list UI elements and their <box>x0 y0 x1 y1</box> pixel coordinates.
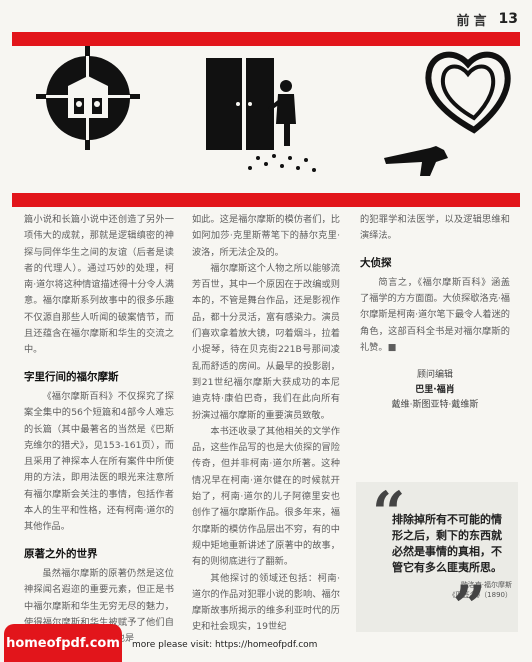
paragraph: 《福尔摩斯百科》不仅探究了探案全集中的56个短篇和4部今人难忘的长篇（其中最著名… <box>24 390 174 533</box>
paragraph: 其他探讨的领域还包括：柯南·道尔的作品对犯罪小说的影响、福尔摩斯故事所揭示的维多… <box>192 572 340 633</box>
column-3: 的犯罪学和法医学，以及逻辑思维和演绎法。 大侦探 简言之，《福尔摩斯百科》涵盖了… <box>360 212 510 413</box>
column-2: 如此。这是福尔摩斯的模仿者们，比如阿加莎·克里斯蒂笔下的赫尔克里·波洛，所无法企… <box>192 212 340 636</box>
signature-role: 顾问编辑 <box>416 370 453 381</box>
door-figure-icon <box>206 58 316 172</box>
section-heading: 字里行间的福尔摩斯 <box>24 370 119 383</box>
watermark-badge[interactable]: homeofpdf.com <box>4 624 122 662</box>
close-quote-icon: ” <box>452 573 486 641</box>
quote-source: 歇洛克·福尔摩斯 《四签名》（1890） <box>396 580 512 600</box>
signature-name: 戴维·斯图亚特·戴维斯 <box>391 400 479 411</box>
pull-quote: “ 排除掉所有不可能的情形之后，剩下的东西就必然是事情的真相，不管它有多么匪夷所… <box>356 479 518 636</box>
paragraph: 如此。这是福尔摩斯的模仿者们，比如阿加莎·克里斯蒂笔下的赫尔克里·波洛，所无法企… <box>192 214 340 258</box>
quote-work: 《四签名》（1890） <box>448 591 512 599</box>
paragraph-text: 简言之，《福尔摩斯百科》涵盖了福学的方方面面。大侦探歇洛克·福尔摩斯是柯南·道尔… <box>360 276 510 354</box>
section-title: 前言 <box>456 13 491 29</box>
illustration-strip <box>12 46 520 194</box>
paragraph: 本书还收录了其他相关的文学作品，这些作品写的也是大侦探的冒险传奇，但并非柯南·道… <box>192 425 340 568</box>
quote-author: 歇洛克·福尔摩斯 <box>460 581 512 589</box>
paragraph: 的犯罪学和法医学，以及逻辑思维和演绎法。 <box>360 214 510 242</box>
watermark-note[interactable]: more please visit: https://homeofpdf.com <box>130 640 320 650</box>
end-mark: ■ <box>387 342 397 354</box>
page-number: 13 <box>498 11 518 27</box>
heart-revolver-icon <box>384 51 511 176</box>
paragraph: 福尔摩斯这个人物之所以能够流芳百世，其中一个原因在于改编或则本的，不管是舞台作品… <box>192 262 340 421</box>
crosshair-target-icon <box>36 46 140 150</box>
signature-block: 顾问编辑 巴里·福肖 戴维·斯图亚特·戴维斯 <box>360 368 510 413</box>
quote-text: 排除掉所有不可能的情形之后，剩下的东西就必然是事情的真相，不管它有多么匪夷所思。 <box>392 513 502 574</box>
signature-name: 巴里·福肖 <box>415 385 455 396</box>
section-heading: 大侦探 <box>360 256 392 269</box>
column-1: 篇小说和长篇小说中还创造了另外一项伟大的成就，那就是逻辑缜密的神探与同伴华生之间… <box>24 212 174 647</box>
paragraph: 简言之，《福尔摩斯百科》涵盖了福学的方方面面。大侦探歇洛克·福尔摩斯是柯南·道尔… <box>360 275 510 356</box>
section-heading: 原著之外的世界 <box>24 547 98 560</box>
page-header: 前言 13 <box>457 8 519 30</box>
top-red-bar <box>12 32 520 46</box>
bottom-red-bar <box>12 193 520 207</box>
paragraph: 篇小说和长篇小说中还创造了另外一项伟大的成就，那就是逻辑缜密的神探与同伴华生之间… <box>24 214 174 356</box>
open-quote-icon: “ <box>372 479 406 547</box>
